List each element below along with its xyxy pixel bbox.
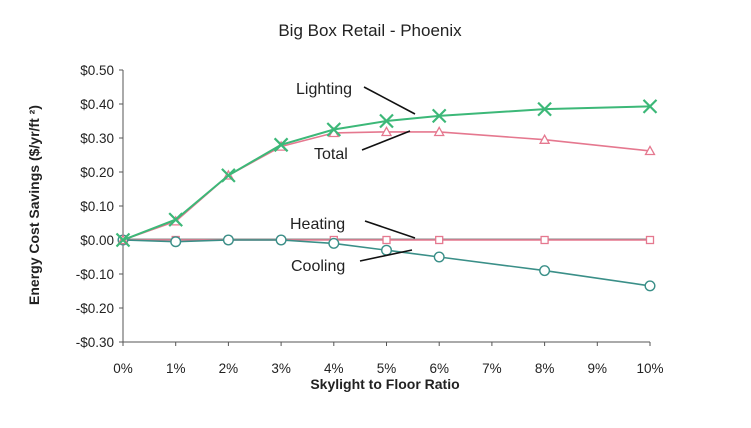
axes <box>122 70 650 343</box>
chart-title: Big Box Retail - Phoenix <box>278 21 462 40</box>
total-data-point <box>433 126 445 137</box>
y-tick-label: -$0.20 <box>76 301 114 316</box>
heating-leader-line <box>364 220 416 239</box>
cooling-data-point <box>328 237 340 249</box>
y-tick-label: $0.40 <box>80 97 114 112</box>
total-series-label: Total <box>314 146 348 163</box>
lighting-leader-line <box>363 86 416 115</box>
x-tick-label: 9% <box>588 361 608 376</box>
y-tick-label: $0.00 <box>80 233 114 248</box>
total-series-line <box>122 131 651 241</box>
y-axis-ticks: -$0.30 -$0.20 -$0.10 $0.00 $0.10 $0.20 $0.30 $0… <box>76 63 123 350</box>
total-data-point <box>644 145 656 156</box>
lighting-data-point <box>642 99 658 114</box>
cooling-leader-line <box>359 249 413 262</box>
cooling-series-label: Cooling <box>291 258 345 275</box>
cooling-data-point <box>222 234 234 246</box>
x-tick-label: 7% <box>482 361 502 376</box>
y-tick-label: $0.20 <box>80 165 114 180</box>
annotation-layer: Lighting Total Heating Cooling <box>290 81 416 275</box>
heating-data-point <box>435 235 444 245</box>
lighting-data-point <box>273 137 289 153</box>
x-tick-label: 4% <box>324 361 344 376</box>
lighting-data-point <box>537 101 552 117</box>
x-tick-label: 2% <box>219 361 239 376</box>
heating-data-point <box>540 235 549 245</box>
lighting-data-point <box>326 122 342 137</box>
lighting-data-point <box>115 232 131 248</box>
lighting-data-point <box>431 108 447 124</box>
y-tick-label: -$0.10 <box>76 267 114 282</box>
series-layer <box>115 99 658 292</box>
heating-data-point <box>645 235 655 245</box>
y-axis-title: Energy Cost Savings ($/yr/ft ²) <box>26 105 42 305</box>
x-tick-label: 10% <box>636 361 663 376</box>
cooling-data-point <box>644 280 656 292</box>
y-tick-label: $0.10 <box>80 199 114 214</box>
y-tick-label: $0.30 <box>80 131 114 146</box>
lighting-data-point <box>379 113 394 129</box>
x-axis-title: Skylight to Floor Ratio <box>310 376 459 392</box>
total-data-point <box>538 133 551 144</box>
heating-data-point <box>382 235 391 245</box>
y-tick-label: $0.50 <box>80 63 114 78</box>
lighting-series-label: Lighting <box>296 81 352 98</box>
cooling-data-point <box>275 234 287 246</box>
x-tick-label: 1% <box>166 361 186 376</box>
cooling-data-point <box>539 265 551 277</box>
heating-series-label: Heating <box>290 216 345 233</box>
x-tick-label: 0% <box>113 361 133 376</box>
y-tick-label: -$0.30 <box>76 335 114 350</box>
x-axis-ticks: 0% 1% 2% 3% 4% 5% 6% 7% 8% 9% 10% <box>113 342 664 376</box>
cooling-data-point <box>170 236 182 248</box>
x-tick-label: 5% <box>377 361 397 376</box>
lighting-data-point <box>168 212 183 227</box>
cooling-data-point <box>433 251 445 263</box>
total-data-point <box>380 126 393 137</box>
x-tick-label: 6% <box>429 361 449 376</box>
total-leader-line <box>361 130 411 151</box>
lighting-data-point <box>221 168 236 183</box>
x-tick-label: 8% <box>535 361 555 376</box>
cooling-data-point <box>381 244 393 256</box>
x-tick-label: 3% <box>271 361 291 376</box>
